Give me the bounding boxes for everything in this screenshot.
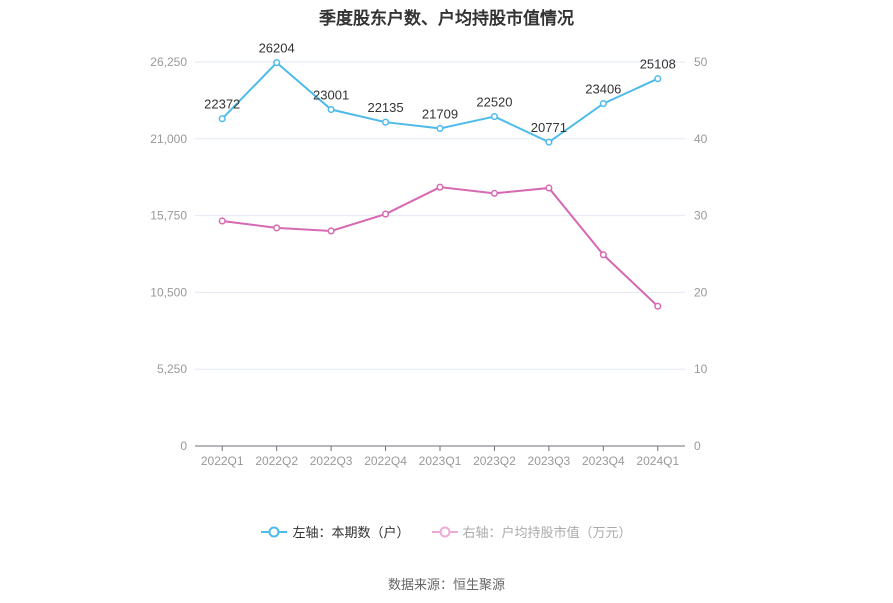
- data-point[interactable]: [273, 224, 281, 232]
- data-label: 23406: [585, 82, 621, 97]
- right-axis-tick: 40: [694, 132, 708, 146]
- data-point[interactable]: [327, 227, 335, 235]
- legend-label-left: 左轴：本期数（户）: [292, 525, 410, 540]
- left-axis-tick: 21,000: [150, 132, 187, 146]
- left-axis-tick: 15,750: [150, 209, 187, 223]
- data-source: 数据来源：恒生聚源: [387, 577, 505, 592]
- right-axis-tick: 30: [694, 209, 708, 223]
- data-point[interactable]: [654, 302, 662, 310]
- data-point[interactable]: [545, 138, 553, 146]
- line-chart: 0 5,250 10,500 15,750 21,000 26,250 0 10 20 30 40 5…: [150, 41, 708, 468]
- data-label: 21709: [422, 106, 458, 121]
- right-axis-tick: 0: [694, 439, 701, 453]
- data-label: 26204: [259, 41, 295, 56]
- data-label: 25108: [640, 57, 676, 72]
- left-axis-tick: 26,250: [150, 55, 187, 69]
- line-right-series: [222, 186, 659, 307]
- x-axis-label: 2023Q4: [582, 454, 625, 468]
- left-axis-tick: 5,250: [157, 362, 187, 376]
- x-axis-label: 2022Q2: [255, 454, 298, 468]
- left-axis-tick: 0: [180, 439, 187, 453]
- data-point[interactable]: [218, 115, 226, 123]
- x-axis-label: 2024Q1: [636, 454, 679, 468]
- right-axis-tick: 20: [694, 285, 708, 299]
- right-axis-tick: 10: [694, 362, 708, 376]
- data-label: 20771: [531, 120, 567, 135]
- data-label: 22520: [476, 95, 512, 110]
- chart-title: 季度股东户数、户均持股市值情况: [319, 9, 574, 28]
- x-axis-label: 2023Q3: [528, 454, 571, 468]
- data-point[interactable]: [382, 118, 390, 126]
- data-point[interactable]: [382, 210, 390, 218]
- data-point[interactable]: [545, 184, 553, 192]
- data-point[interactable]: [490, 113, 498, 121]
- legend: 左轴：本期数（户） 右轴：户均持股市值（万元）: [0, 522, 893, 541]
- x-axis-label: 2022Q3: [310, 454, 353, 468]
- data-point[interactable]: [273, 59, 281, 67]
- x-axis-label: 2023Q2: [473, 454, 516, 468]
- data-point[interactable]: [599, 100, 607, 108]
- data-point[interactable]: [436, 183, 444, 191]
- data-label: 22135: [367, 100, 403, 115]
- data-point[interactable]: [599, 251, 607, 259]
- data-label: 23001: [313, 88, 349, 103]
- data-point[interactable]: [490, 189, 498, 197]
- data-label: 22372: [204, 97, 240, 112]
- data-point[interactable]: [436, 124, 444, 132]
- data-point[interactable]: [654, 75, 662, 83]
- left-axis-tick: 10,500: [150, 285, 187, 299]
- data-point[interactable]: [327, 105, 335, 114]
- right-axis-tick: 50: [694, 55, 708, 69]
- line-marker-icon: [431, 526, 458, 537]
- data-point[interactable]: [218, 217, 226, 225]
- legend-item-right-series[interactable]: 右轴：户均持股市值（万元）: [431, 522, 632, 541]
- legend-label-right: 右轴：户均持股市值（万元）: [462, 525, 632, 540]
- x-axis-label: 2022Q1: [201, 454, 244, 468]
- x-axis-label: 2022Q4: [364, 454, 407, 468]
- line-marker-icon: [261, 526, 288, 537]
- x-axis-label: 2023Q1: [419, 454, 462, 468]
- legend-item-left-series[interactable]: 左轴：本期数（户）: [261, 522, 410, 541]
